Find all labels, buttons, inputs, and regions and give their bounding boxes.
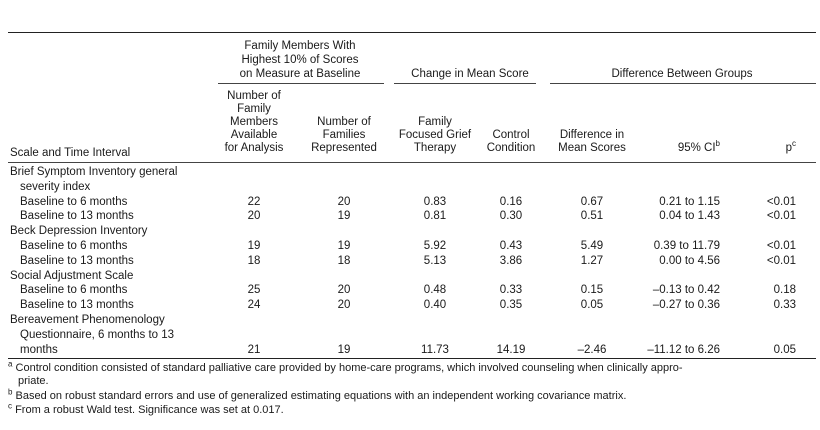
- cell-diff: 0.51: [580, 210, 604, 223]
- cell-members: 20: [247, 210, 261, 223]
- col-header-families-3: Represented: [311, 142, 377, 154]
- cell-members: 21: [247, 343, 261, 356]
- cell-ci: 0.00 to 4.56: [659, 254, 720, 267]
- cell-ci: 0.21 to 1.15: [659, 195, 720, 208]
- col-header-members-3: Members: [230, 116, 278, 128]
- cell-ffgt: 0.83: [423, 195, 447, 208]
- group-header-highest-scores-line1: Family Members With: [244, 40, 356, 52]
- cell-p: 0.18: [773, 284, 796, 297]
- spanner-rule-highest: [218, 83, 384, 84]
- col-header-ci: 95% CIb: [677, 139, 720, 154]
- cell-families: 20: [337, 299, 351, 312]
- col-header-ffgt-3: Therapy: [413, 142, 457, 154]
- group-header-highest-scores-line3: on Measure at Baseline: [239, 68, 361, 80]
- group-header-highest-scores-line2: Highest 10% of Scores: [241, 54, 359, 66]
- section-title: Social Adjustment Scale: [10, 269, 134, 282]
- row-label: Baseline to 6 months: [20, 195, 128, 208]
- cell-diff: 0.15: [580, 284, 604, 297]
- cell-diff: 0.05: [580, 299, 604, 312]
- cell-p: 0.05: [773, 343, 796, 356]
- row-label: Baseline to 13 months: [20, 210, 134, 223]
- table-bottom-rule: [8, 358, 816, 359]
- cell-control: 0.43: [499, 240, 523, 252]
- section-title: Questionnaire, 6 months to 13: [20, 328, 175, 341]
- cell-families: 19: [337, 343, 351, 356]
- cell-p: <0.01: [766, 254, 796, 267]
- col-header-ffgt-2: Focused Grief: [398, 129, 472, 141]
- cell-diff: 5.49: [580, 240, 604, 252]
- footnote-a: a Control condition consisted of standar…: [8, 359, 683, 387]
- cell-ffgt: 0.48: [423, 284, 447, 297]
- col-header-families-1: Number of: [317, 116, 371, 128]
- cell-control: 0.35: [499, 299, 523, 312]
- cell-ci: –11.12 to 6.26: [647, 343, 720, 356]
- row-label: Baseline to 13 months: [20, 254, 134, 267]
- row-label: Baseline to 6 months: [20, 284, 128, 297]
- cell-ffgt: 0.81: [423, 210, 447, 223]
- col-header-difference-1: Difference in: [559, 129, 625, 141]
- col-header-difference-2: Mean Scores: [558, 142, 626, 154]
- cell-families: 19: [337, 240, 351, 252]
- col-header-p: pc: [785, 139, 796, 154]
- row-label: Baseline to 6 months: [20, 240, 128, 252]
- col-header-ffgt-1: Family: [418, 116, 452, 128]
- cell-diff: –2.46: [577, 343, 607, 356]
- cell-members: 24: [247, 299, 261, 312]
- cell-families: 19: [337, 210, 351, 223]
- cell-p: <0.01: [766, 210, 796, 223]
- cell-ci: 0.39 to 11.79: [653, 240, 720, 252]
- cell-ffgt: 11.73: [421, 343, 449, 356]
- group-header-difference: Difference Between Groups: [611, 68, 753, 80]
- cell-control: 0.30: [499, 210, 523, 223]
- cell-control: 3.86: [499, 254, 523, 267]
- cell-control: 14.19: [496, 343, 526, 356]
- cell-members: 25: [247, 284, 261, 297]
- col-header-control-1: Control: [492, 129, 530, 141]
- col-header-members-2: Family: [237, 103, 271, 115]
- table-top-rule: [8, 32, 816, 33]
- cell-families: 20: [337, 284, 351, 297]
- spanner-rule-difference: [550, 83, 816, 84]
- cell-p: 0.33: [773, 299, 796, 312]
- cell-members: 19: [247, 240, 261, 252]
- section-title: severity index: [20, 180, 91, 193]
- col-header-scale: Scale and Time Interval: [10, 147, 131, 159]
- header-bottom-rule: [8, 162, 816, 163]
- col-header-families-2: Families: [322, 129, 366, 141]
- cell-families: 18: [337, 254, 351, 267]
- cell-p: <0.01: [766, 240, 796, 252]
- cell-control: 0.16: [499, 195, 523, 208]
- row-label: months: [20, 343, 58, 356]
- cell-ffgt: 5.13: [423, 254, 447, 267]
- col-header-members-4: Available: [230, 129, 278, 141]
- cell-members: 18: [247, 254, 261, 267]
- cell-ci: –0.13 to 0.42: [652, 284, 720, 297]
- col-header-members-1: Number of: [227, 90, 281, 102]
- group-header-change-mean: Change in Mean Score: [411, 68, 529, 80]
- cell-ci: 0.04 to 1.43: [659, 210, 720, 223]
- row-label: Baseline to 13 months: [20, 299, 134, 312]
- col-header-members-5: for Analysis: [224, 142, 284, 154]
- cell-ffgt: 0.40: [423, 299, 447, 312]
- section-title: Bereavement Phenomenology: [10, 314, 165, 326]
- cell-control: 0.33: [499, 284, 523, 297]
- cell-ci: –0.27 to 0.36: [652, 299, 720, 312]
- section-title: Beck Depression Inventory: [10, 225, 148, 238]
- cell-members: 22: [247, 195, 261, 208]
- section-title: Brief Symptom Inventory general: [10, 166, 178, 178]
- cell-families: 20: [337, 195, 351, 208]
- cell-diff: 0.67: [580, 195, 604, 208]
- footnote-b: b Based on robust standard errors and us…: [8, 387, 627, 402]
- col-header-control-2: Condition: [486, 142, 536, 154]
- cell-p: <0.01: [766, 195, 796, 208]
- cell-ffgt: 5.92: [423, 240, 447, 252]
- footnote-c: c From a robust Wald test. Significance …: [8, 401, 284, 416]
- cell-diff: 1.27: [580, 254, 604, 267]
- spanner-rule-change: [394, 83, 536, 84]
